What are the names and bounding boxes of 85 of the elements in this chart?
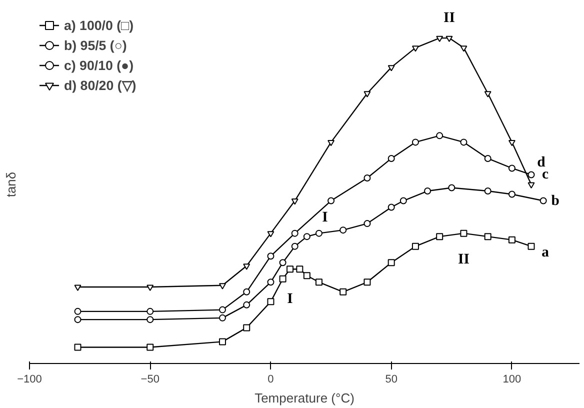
point (146, 316, 154, 324)
point (243, 288, 250, 296)
point (218, 338, 226, 346)
legend-label: d) 80/20 (▽) (64, 78, 136, 92)
point (388, 259, 395, 266)
point (286, 266, 294, 273)
point (364, 91, 371, 98)
annotation: II (458, 251, 470, 268)
point (388, 204, 395, 211)
annotation: I (287, 291, 294, 308)
point (424, 188, 432, 195)
x-tick-label: 100 (502, 374, 522, 386)
point (446, 36, 453, 42)
x-tick-label: 50 (385, 374, 398, 386)
point (484, 154, 492, 162)
point (364, 174, 371, 182)
point (74, 284, 82, 291)
point (528, 182, 535, 188)
point (267, 298, 274, 306)
point (436, 233, 444, 240)
point (296, 266, 304, 273)
point (364, 278, 371, 286)
x-tick-label: −50 (140, 374, 160, 386)
annotation: II (444, 10, 456, 26)
point (243, 264, 250, 270)
point (267, 252, 274, 260)
point (484, 91, 492, 98)
point (243, 324, 250, 332)
point (279, 275, 286, 282)
point (436, 132, 444, 140)
point (528, 242, 535, 250)
point (146, 284, 154, 291)
point (460, 46, 468, 52)
point (484, 233, 492, 240)
point (291, 230, 298, 237)
point (303, 233, 310, 240)
point (400, 197, 407, 204)
point (448, 184, 456, 192)
x-tick-label: 0 (268, 374, 274, 386)
point (328, 140, 335, 146)
point (388, 154, 395, 162)
point (340, 288, 347, 296)
annotation: I (322, 209, 328, 226)
point (267, 278, 274, 286)
point (508, 164, 516, 172)
point (460, 230, 468, 237)
point (436, 36, 444, 42)
point (303, 272, 310, 280)
point (528, 171, 535, 178)
legend-label: a) 100/0 (□) (64, 18, 134, 32)
point (508, 190, 516, 198)
point (218, 306, 226, 314)
point (291, 198, 298, 205)
legend-label: b) 95/5 (○) (64, 38, 127, 52)
point (291, 242, 298, 250)
point (388, 65, 395, 72)
point (218, 283, 226, 290)
point (412, 242, 419, 250)
point (328, 197, 335, 204)
point (74, 344, 82, 351)
point (340, 226, 347, 234)
x-tick-label: −100 (17, 374, 42, 386)
point (540, 197, 547, 204)
point (146, 344, 154, 351)
point (364, 220, 371, 228)
x-axis-title: Temperature (°C) (254, 390, 354, 406)
point (279, 259, 286, 266)
point (218, 314, 226, 322)
point (315, 230, 322, 237)
point (484, 188, 492, 195)
point (267, 231, 274, 238)
annotation: a (542, 244, 550, 260)
point (508, 236, 516, 244)
point (508, 140, 516, 146)
y-axis-title: tanδ (4, 172, 18, 198)
annotation: b (551, 192, 560, 209)
point (315, 278, 322, 286)
legend-label: c) 90/10 (●) (64, 58, 134, 72)
point (243, 301, 250, 308)
point (412, 46, 419, 52)
point (146, 308, 154, 315)
point (412, 138, 419, 146)
point (74, 308, 82, 315)
point (74, 316, 82, 324)
point (460, 138, 468, 146)
